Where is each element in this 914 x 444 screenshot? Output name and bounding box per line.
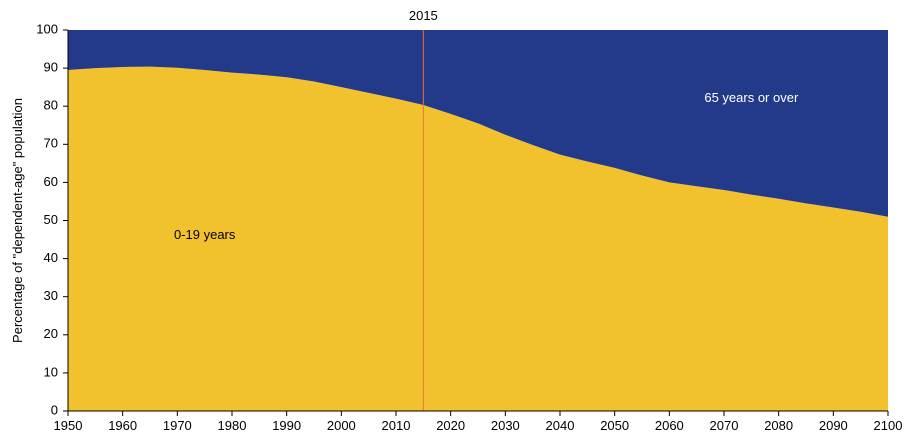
x-tick-label: 2020	[436, 418, 465, 433]
y-tick-label: 90	[44, 60, 58, 75]
x-tick-label: 2100	[874, 418, 903, 433]
x-axis: 1950 1960 1970 1980 1990 2000 2010 2020 2030 2040…	[54, 410, 903, 433]
y-tick-label: 80	[44, 98, 58, 113]
x-tick-label: 2030	[491, 418, 520, 433]
y-tick-label: 50	[44, 212, 58, 227]
y-tick-label: 30	[44, 288, 58, 303]
y-tick-label: 0	[51, 402, 58, 417]
y-tick-label: 10	[44, 364, 58, 379]
x-tick-label: 2080	[764, 418, 793, 433]
x-tick-label: 2000	[327, 418, 356, 433]
x-tick-label: 2070	[710, 418, 739, 433]
x-tick-label: 1990	[272, 418, 301, 433]
y-tick-label: 70	[44, 136, 58, 151]
area-0-19-years	[68, 66, 888, 411]
x-tick-label: 2040	[546, 418, 575, 433]
area-label-0-19-years: 0-19 years	[174, 227, 236, 242]
x-tick-label: 2090	[819, 418, 848, 433]
area-label-65-years-or-over: 65 years or over	[704, 90, 799, 105]
plot-area: 0-19 years 65 years or over 2015	[68, 8, 888, 411]
y-axis: 0 10 20 30 40 50 60 70 80 90 100	[36, 21, 69, 417]
y-tick-label: 100	[36, 21, 58, 36]
x-tick-label: 2010	[382, 418, 411, 433]
x-tick-label: 1950	[54, 418, 83, 433]
y-tick-label: 40	[44, 250, 58, 265]
x-tick-label: 1980	[218, 418, 247, 433]
x-tick-label: 2050	[600, 418, 629, 433]
y-tick-label: 20	[44, 326, 58, 341]
x-tick-label: 1970	[163, 418, 192, 433]
y-axis-title: Percentage of "dependent-age" population	[10, 98, 25, 343]
reference-line-label: 2015	[409, 8, 438, 23]
y-tick-label: 60	[44, 174, 58, 189]
area-65-years-or-over	[68, 30, 888, 217]
x-tick-label: 1960	[108, 418, 137, 433]
x-tick-label: 2060	[655, 418, 684, 433]
